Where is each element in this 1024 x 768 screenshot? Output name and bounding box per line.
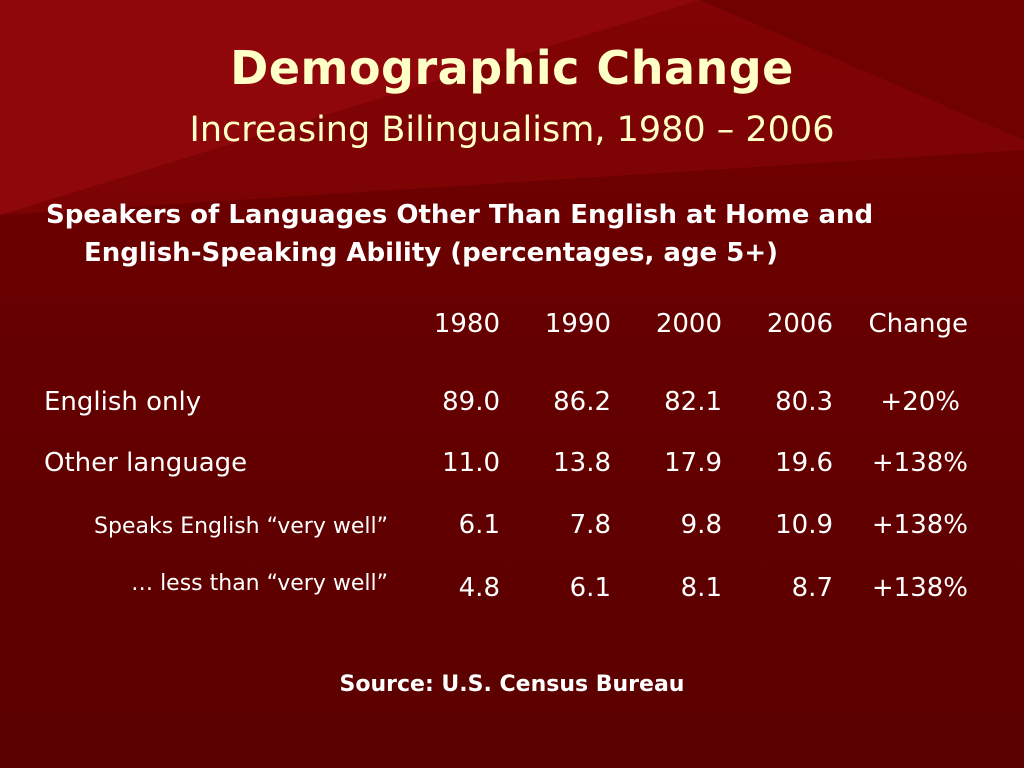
table-cell: +138% bbox=[871, 510, 968, 540]
table-cell: +138% bbox=[871, 573, 968, 603]
table-cell: 8.1 bbox=[680, 573, 722, 603]
column-header-2006: 2006 bbox=[766, 309, 833, 339]
table-cell: +138% bbox=[871, 448, 968, 478]
table-cell: 8.7 bbox=[791, 573, 833, 603]
row-label: … less than “very well” bbox=[131, 571, 388, 596]
table-cell: 11.0 bbox=[442, 448, 500, 478]
table-cell: 9.8 bbox=[680, 510, 722, 540]
table-cell: 82.1 bbox=[664, 387, 722, 417]
source-note: Source: U.S. Census Bureau bbox=[339, 672, 685, 697]
table-cell: 13.8 bbox=[553, 448, 611, 478]
column-header-1990: 1990 bbox=[544, 309, 611, 339]
table-heading: Speakers of Languages Other Than English… bbox=[46, 196, 996, 272]
slide-title: Demographic Change bbox=[230, 41, 794, 95]
table-cell: +20% bbox=[880, 387, 960, 417]
table-cell: 6.1 bbox=[569, 573, 611, 603]
table-cell: 6.1 bbox=[458, 510, 500, 540]
table-cell: 80.3 bbox=[775, 387, 833, 417]
table-cell: 19.6 bbox=[775, 448, 833, 478]
column-header-change: Change bbox=[868, 309, 968, 339]
table-heading-line1: Speakers of Languages Other Than English… bbox=[46, 200, 874, 230]
table-heading-line2: English-Speaking Ability (percentages, a… bbox=[84, 238, 779, 268]
row-label: Other language bbox=[44, 448, 248, 478]
table-cell: 10.9 bbox=[775, 510, 833, 540]
table-cell: 89.0 bbox=[442, 387, 500, 417]
table-cell: 4.8 bbox=[458, 573, 500, 603]
slide-subtitle: Increasing Bilingualism, 1980 – 2006 bbox=[189, 110, 835, 150]
row-label: Speaks English “very well” bbox=[94, 514, 388, 539]
column-header-1980: 1980 bbox=[433, 309, 500, 339]
table-cell: 86.2 bbox=[553, 387, 611, 417]
row-label: English only bbox=[44, 387, 202, 417]
table-cell: 7.8 bbox=[569, 510, 611, 540]
table-cell: 17.9 bbox=[664, 448, 722, 478]
column-header-2000: 2000 bbox=[655, 309, 722, 339]
